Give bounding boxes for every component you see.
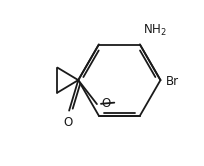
Text: NH$_2$: NH$_2$ xyxy=(143,23,167,38)
Text: Br: Br xyxy=(166,75,179,88)
Text: O: O xyxy=(63,116,72,129)
Text: O: O xyxy=(102,97,111,110)
